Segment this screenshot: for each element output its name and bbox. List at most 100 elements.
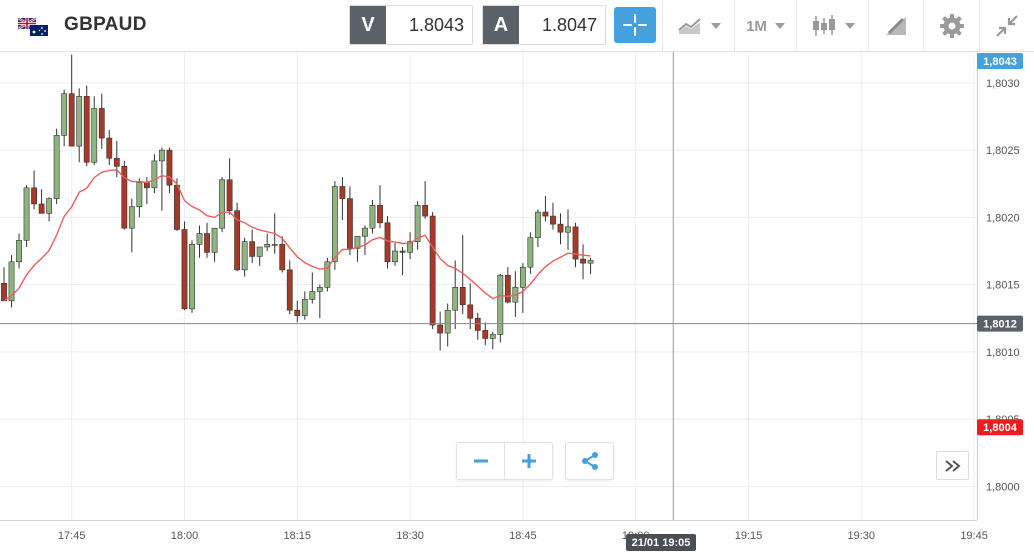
current-price-label: 1,8043: [983, 56, 1017, 68]
candle: [181, 221, 188, 311]
candle: [151, 154, 158, 194]
x-tick-label: 18:00: [171, 530, 199, 542]
sell-price-button[interactable]: V 1.8043: [349, 5, 473, 45]
candle: [16, 233, 22, 269]
chevron-down-icon: [774, 23, 785, 29]
candle: [377, 185, 383, 229]
candle-body: [580, 258, 586, 264]
candle: [422, 181, 429, 219]
uk-australia-flag-icon: [18, 18, 48, 36]
candle-body: [53, 135, 60, 199]
candle: [354, 235, 361, 262]
crosshair-price-tag: 1,8012: [977, 315, 1023, 332]
zoom-out-icon: [473, 459, 488, 463]
candle-body: [121, 166, 128, 229]
candle: [527, 232, 534, 274]
candle: [347, 186, 353, 256]
candlestick-icon: [812, 15, 835, 36]
candle-body: [422, 205, 429, 217]
zoom-in-button[interactable]: [505, 443, 552, 479]
candle: [61, 89, 68, 147]
settings-button[interactable]: [923, 0, 979, 52]
candle-body: [189, 244, 195, 310]
candle: [407, 232, 413, 260]
last-price-tag: 1,8004: [977, 419, 1023, 436]
candle: [159, 147, 165, 211]
candle-body: [557, 223, 564, 233]
zoom-out-button[interactable]: [457, 443, 504, 479]
scroll-right-button[interactable]: [936, 451, 969, 480]
candle: [53, 128, 60, 204]
y-tick-label: 1,8030: [986, 78, 1020, 90]
instrument-symbol: GBPAUD: [64, 14, 147, 35]
candle: [46, 197, 53, 222]
candle-body: [301, 299, 308, 316]
candle: [249, 229, 256, 264]
candle: [384, 216, 391, 269]
candle: [8, 255, 15, 308]
chart-toolbar: GBPAUD V 1.8043 A 1.8047 1M: [0, 0, 1034, 52]
y-tick-label: 1,8000: [986, 481, 1020, 493]
candle: [339, 177, 346, 221]
candle: [587, 257, 594, 274]
share-button[interactable]: [565, 442, 614, 480]
candle: [459, 234, 466, 315]
candle-body: [136, 182, 143, 207]
candle-body: [587, 260, 594, 264]
candle-body: [264, 244, 271, 248]
candle: [429, 212, 436, 330]
candle-body: [279, 244, 286, 271]
candle: [264, 233, 271, 252]
candle-body: [76, 96, 83, 147]
candle: [189, 240, 195, 313]
candle: [301, 291, 308, 320]
candle-body: [444, 309, 451, 334]
x-tick-label: 17:45: [58, 530, 86, 542]
candle-style-dropdown[interactable]: [796, 0, 868, 52]
collapse-button[interactable]: [979, 0, 1034, 52]
candle-body: [143, 182, 150, 189]
crosshair-time-tag: 21/01 19:05: [626, 534, 696, 551]
price-chart[interactable]: 1,80301,80251,80201,80151,80101,80051,80…: [0, 52, 1034, 552]
chart-type-dropdown[interactable]: [662, 0, 734, 52]
candle-body: [497, 274, 504, 335]
candle-body: [377, 205, 383, 224]
buy-tag: A: [483, 6, 519, 44]
candle: [565, 209, 571, 250]
candle-body: [106, 137, 113, 159]
crosshair-button[interactable]: [614, 7, 656, 43]
candle-body: [535, 211, 541, 238]
zoom-divider: [504, 443, 505, 479]
candle-body: [437, 324, 444, 334]
candle: [324, 257, 331, 292]
candle-body: [384, 222, 391, 263]
candle-body: [68, 93, 75, 147]
candle: [106, 130, 113, 165]
timeframe-dropdown[interactable]: 1M: [734, 0, 796, 52]
candle: [226, 158, 233, 215]
x-tick-label: 18:30: [396, 530, 424, 542]
chevron-down-icon: [844, 23, 855, 29]
candle: [98, 93, 105, 149]
candle: [369, 199, 376, 234]
candle: [489, 331, 496, 350]
candle: [497, 273, 504, 343]
timeframe-label: 1M: [746, 17, 767, 35]
drawing-tools-button[interactable]: [868, 0, 923, 52]
candle-body: [174, 184, 180, 230]
candle-body: [542, 211, 549, 217]
candle: [580, 244, 586, 280]
chart-type-icon: [677, 18, 701, 34]
candle: [550, 202, 556, 230]
candle: [444, 303, 451, 347]
candle-body: [489, 334, 496, 339]
scroll-right-icon: [944, 459, 961, 472]
candle-body: [8, 261, 15, 302]
candle-body: [550, 215, 556, 225]
candle-body: [527, 237, 534, 268]
buy-price-button[interactable]: A 1.8047: [482, 5, 606, 45]
sell-tag: V: [350, 6, 386, 44]
candle-body: [234, 210, 241, 271]
candle-body: [166, 149, 173, 186]
candle: [437, 311, 444, 351]
